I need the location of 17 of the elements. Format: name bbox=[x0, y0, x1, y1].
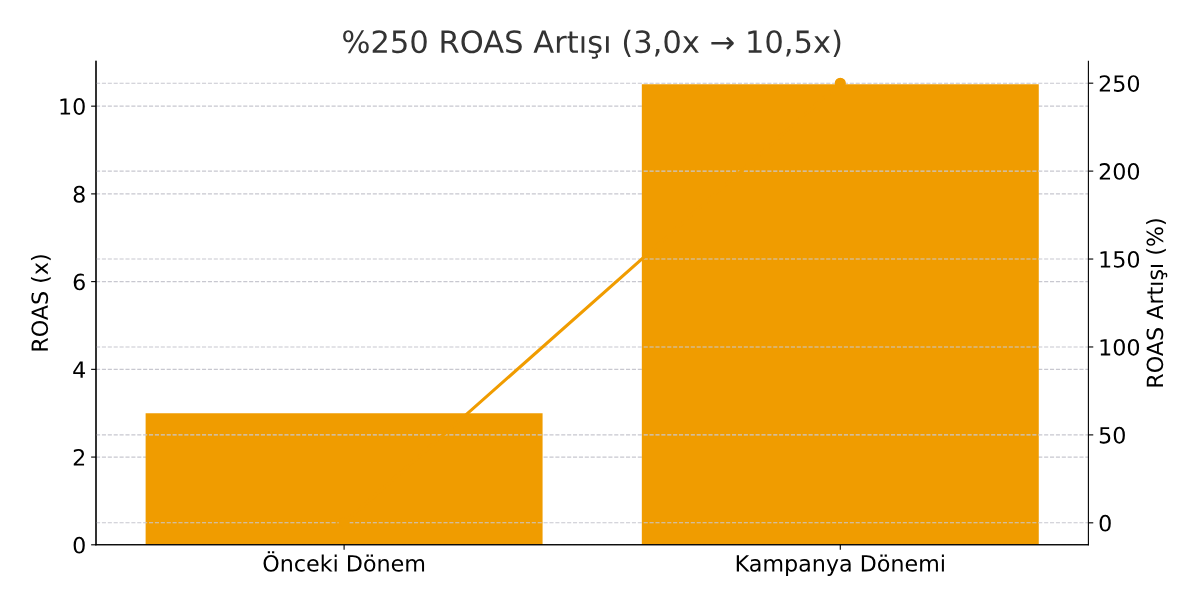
y-tick-label: 6 bbox=[73, 273, 85, 291]
x-tick-label: Önceki Dönem bbox=[263, 551, 425, 572]
chart-title: %250 ROAS Artışı (3,0x → 10,5x) bbox=[343, 29, 841, 59]
y2-tick-label: 100 bbox=[1100, 338, 1140, 356]
y-axis-title: ROAS (x) bbox=[30, 255, 51, 351]
y2-tick-label: 250 bbox=[1099, 75, 1140, 92]
y2-tick-label: 0 bbox=[1099, 514, 1111, 532]
y-tick-label: 2 bbox=[73, 449, 85, 466]
x-tick-label: Kampanya Dönemi bbox=[736, 554, 944, 577]
y-tick-label: 8 bbox=[73, 185, 85, 203]
y2-tick-label: 200 bbox=[1099, 163, 1140, 180]
y2-tick-label: 50 bbox=[1099, 426, 1125, 444]
y2-axis-title: ROAS Artışı (%) bbox=[1146, 219, 1168, 387]
y-tick-label: 10 bbox=[60, 98, 85, 115]
y2-tick-label: 150 bbox=[1100, 250, 1140, 268]
y-tick-label: 0 bbox=[73, 536, 85, 554]
y-tick-label: 4 bbox=[73, 361, 86, 378]
